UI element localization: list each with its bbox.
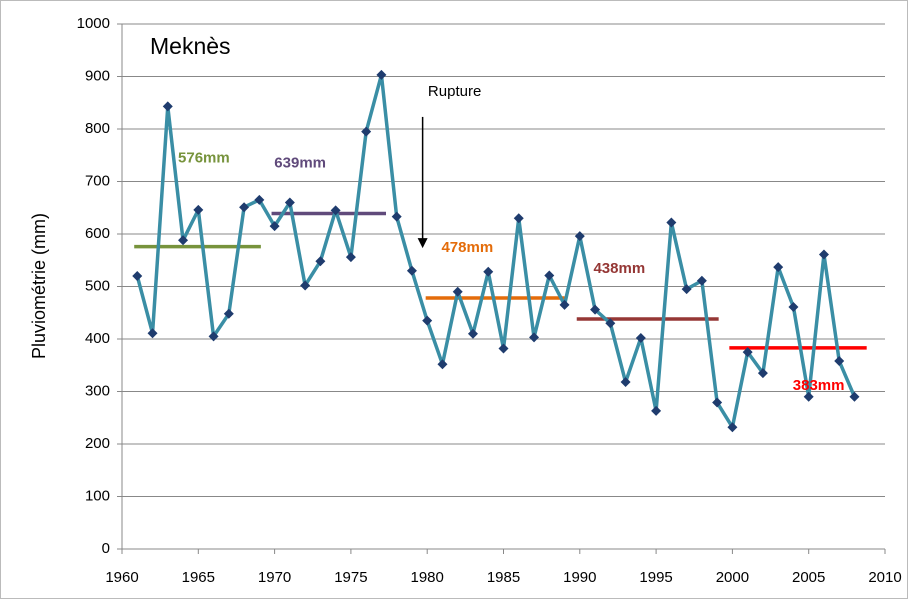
data-point <box>605 318 616 329</box>
data-point <box>422 315 433 326</box>
data-point <box>239 202 250 213</box>
data-point <box>849 391 860 402</box>
data-point <box>635 332 646 343</box>
x-tick-label: 2000 <box>716 569 749 586</box>
annotation-text: Rupture <box>428 83 481 100</box>
data-point <box>452 286 463 297</box>
y-tick-label: 200 <box>85 435 110 452</box>
data-point <box>742 347 753 358</box>
data-point <box>696 275 707 286</box>
x-tick-label: 1980 <box>411 569 444 586</box>
data-point <box>651 405 662 416</box>
mean-label: 478mm <box>441 239 493 256</box>
y-axis-label: Pluviométrie (mm) <box>29 213 49 359</box>
y-tick-label: 300 <box>85 382 110 399</box>
data-point <box>269 221 280 232</box>
y-tick-label: 600 <box>85 225 110 242</box>
y-tick-label: 1000 <box>77 15 110 32</box>
x-tick-label: 1995 <box>639 569 672 586</box>
y-tick-label: 400 <box>85 330 110 347</box>
data-point <box>300 280 311 291</box>
mean-label: 383mm <box>793 377 845 394</box>
x-tick-label: 2010 <box>868 569 901 586</box>
x-tick-label: 1975 <box>334 569 367 586</box>
data-point <box>345 252 356 263</box>
data-point <box>544 270 555 281</box>
annotation-arrowhead <box>417 238 428 249</box>
data-point <box>727 422 738 433</box>
data-point <box>406 265 417 276</box>
mean-label: 438mm <box>593 260 645 277</box>
data-point <box>467 328 478 339</box>
x-tick-label: 1965 <box>182 569 215 586</box>
data-point <box>574 231 585 242</box>
y-tick-label: 900 <box>85 67 110 84</box>
mean-label: 576mm <box>178 150 230 167</box>
y-tick-label: 700 <box>85 172 110 189</box>
x-tick-label: 1970 <box>258 569 291 586</box>
data-point <box>132 271 143 281</box>
data-point <box>330 205 341 216</box>
data-point <box>620 377 631 388</box>
y-tick-label: 100 <box>85 487 110 504</box>
y-tick-label: 500 <box>85 277 110 294</box>
data-point <box>834 356 845 367</box>
chart-title: Meknès <box>150 33 231 59</box>
data-point <box>712 397 723 408</box>
data-point <box>361 126 372 137</box>
data-point <box>666 217 677 228</box>
data-point <box>147 328 158 339</box>
data-point <box>498 343 509 354</box>
data-point <box>529 332 540 343</box>
data-point <box>803 391 814 402</box>
y-tick-label: 0 <box>102 540 110 557</box>
data-point <box>376 69 387 80</box>
x-tick-label: 1985 <box>487 569 520 586</box>
x-tick-label: 2005 <box>792 569 825 586</box>
data-point <box>284 197 295 208</box>
data-point <box>437 359 448 370</box>
data-point <box>315 256 326 267</box>
data-point <box>773 262 784 273</box>
data-point <box>193 204 204 215</box>
data-point <box>757 368 768 379</box>
y-tick-label: 800 <box>85 120 110 137</box>
data-point <box>788 301 799 312</box>
data-point <box>208 331 219 342</box>
data-point <box>223 308 234 319</box>
data-point <box>818 249 829 260</box>
data-point <box>162 101 173 112</box>
data-point <box>681 284 692 295</box>
data-point <box>483 266 494 277</box>
data-point <box>513 213 524 224</box>
data-point <box>559 299 570 310</box>
data-point <box>590 304 601 315</box>
data-point <box>391 211 402 222</box>
x-tick-label: 1990 <box>563 569 596 586</box>
data-point <box>254 194 265 205</box>
mean-label: 639mm <box>274 154 326 171</box>
data-point <box>178 235 189 246</box>
x-tick-label: 1960 <box>105 569 138 586</box>
